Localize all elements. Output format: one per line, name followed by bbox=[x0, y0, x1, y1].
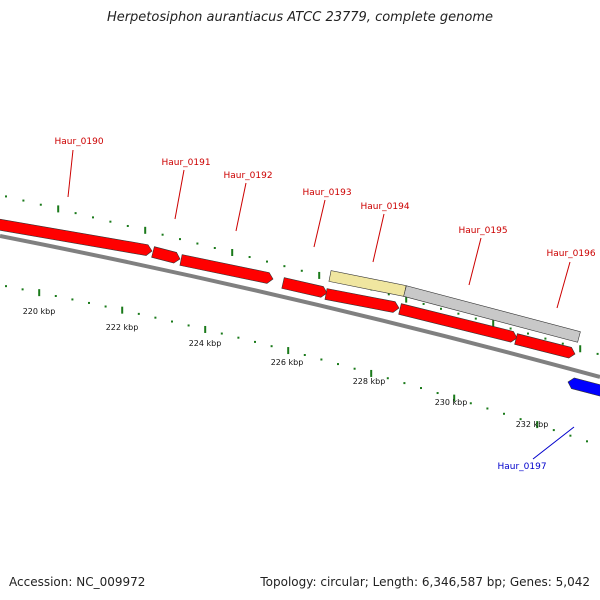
gene-arrow-haur-0195 bbox=[403, 285, 581, 343]
map-title: Herpetosiphon aurantiacus ATCC 23779, co… bbox=[106, 10, 494, 25]
gene-label-haur-0190: Haur_0190 bbox=[54, 137, 103, 147]
gene-arrow-haur-0191 bbox=[151, 246, 181, 264]
scale-label-232-kbp: 232 kbp bbox=[516, 420, 549, 429]
gene-arrow-haur-0196 bbox=[514, 333, 576, 359]
gene-label-haur-0191: Haur_0191 bbox=[161, 158, 210, 168]
scale-labels: 220 kbp 222 kbp 224 kbp 226 kbp 228 kbp 230 k… bbox=[23, 307, 549, 429]
gene-label-haur-0192: Haur_0192 bbox=[223, 171, 272, 181]
gene-arrow-haur-0192 bbox=[179, 254, 274, 284]
scale-label-226-kbp: 226 kbp bbox=[271, 358, 304, 367]
scale-label-222-kbp: 222 kbp bbox=[106, 323, 139, 332]
gene-arrow-haur-0197 bbox=[567, 377, 600, 397]
callout-line-haur-0197 bbox=[532, 426, 575, 460]
gene-track bbox=[0, 218, 600, 397]
scale-label-224-kbp: 224 kbp bbox=[189, 339, 222, 348]
accession-label: Accession: NC_009972 bbox=[9, 575, 146, 589]
genome-stats-label: Topology: circular; Length: 6,346,587 bp… bbox=[260, 575, 590, 589]
scale-label-228-kbp: 228 kbp bbox=[353, 377, 386, 386]
callout-line-haur-0190 bbox=[67, 149, 74, 198]
gene-label-haur-0194: Haur_0194 bbox=[360, 202, 409, 212]
gene-arrow-haur-0193 bbox=[281, 277, 328, 298]
lower-tick-track bbox=[5, 285, 588, 443]
callout-line-haur-0195 bbox=[468, 237, 482, 286]
scale-label-230-kbp: 230 kbp bbox=[435, 398, 468, 407]
callout-line-haur-0194 bbox=[372, 213, 385, 263]
callout-line-haur-0196 bbox=[556, 261, 571, 309]
gene-arrow-haur-0190 bbox=[0, 218, 153, 256]
callout-line-haur-0191 bbox=[174, 169, 185, 220]
gene-label-haur-0193: Haur_0193 bbox=[302, 188, 351, 198]
scale-label-220-kbp: 220 kbp bbox=[23, 307, 56, 316]
callout-line-haur-0193 bbox=[313, 199, 326, 248]
callout-line-haur-0192 bbox=[235, 182, 247, 232]
gene-arrow-haur-0195-strand bbox=[398, 303, 518, 343]
gene-label-haur-0195: Haur_0195 bbox=[458, 226, 507, 236]
backbone-line bbox=[0, 234, 600, 379]
gene-arrow-haur-0194 bbox=[328, 270, 407, 297]
genome-backbone bbox=[0, 234, 600, 379]
gene-label-haur-0197: Haur_0197 bbox=[497, 462, 546, 472]
gene-callouts: Haur_0190 Haur_0191 Haur_0192 Haur_0193 Haur… bbox=[54, 137, 595, 472]
gene-label-haur-0196: Haur_0196 bbox=[546, 249, 595, 259]
gene-arrow-haur-0194-strand bbox=[324, 288, 400, 313]
